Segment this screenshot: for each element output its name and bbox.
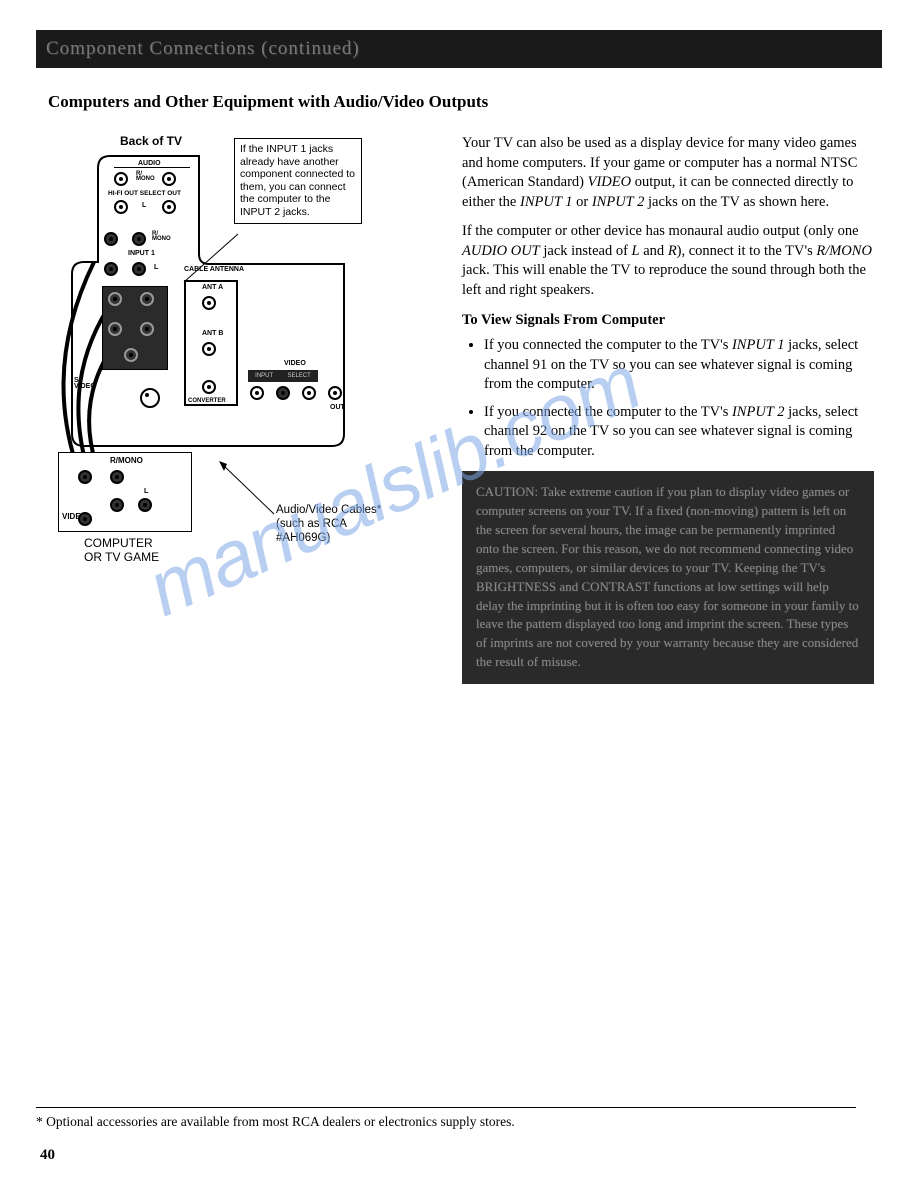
jack-hifi-r [114, 172, 128, 186]
label-select: SELECT [287, 373, 310, 379]
jack-in2-c [108, 322, 122, 336]
jack-sel [302, 386, 316, 400]
jack-comp-r2 [110, 470, 124, 484]
label-strip: INPUT SELECT [248, 370, 318, 382]
label-l: L [142, 202, 146, 209]
info-box: If the INPUT 1 jacks already have anothe… [234, 138, 362, 224]
p2-mid1: jack instead of [540, 243, 632, 259]
jack-anta [202, 296, 216, 310]
jack-comp-l2 [138, 498, 152, 512]
label-r-mono-s2: R/ MONO [152, 232, 171, 243]
jack-comp-l [110, 498, 124, 512]
jack-select-l [162, 200, 176, 214]
label-l2: L [154, 264, 158, 271]
jack-in2-a [108, 292, 122, 306]
header-title: Component Connections (continued) [46, 38, 360, 60]
content-row: Back of TV If the INPUT 1 jacks already … [36, 134, 882, 684]
p1-end: jacks on the TV as shown here. [644, 194, 829, 210]
jack-comp-r [78, 470, 92, 484]
jack-in1-l2 [132, 262, 146, 276]
jack-select-r [162, 172, 176, 186]
jack-in2-b [140, 292, 154, 306]
list-item: If you connected the computer to the TV'… [484, 403, 874, 462]
jack-in2-d [140, 322, 154, 336]
p1-em3: INPUT 2 [592, 194, 645, 210]
p1-em2: INPUT 1 [520, 194, 573, 210]
p2-em4: R/MONO [816, 243, 872, 259]
label-computer: COMPUTER OR TV GAME [84, 536, 159, 565]
diagram-column: Back of TV If the INPUT 1 jacks already … [44, 134, 434, 684]
label-antb: ANT B [202, 330, 223, 337]
label-input: INPUT [255, 373, 273, 379]
label-audio: AUDIO [138, 160, 161, 167]
jack-hifi-l [114, 200, 128, 214]
paragraph-2: If the computer or other device has mona… [462, 222, 874, 300]
label-rmono: R/MONO [110, 456, 143, 465]
section-title: Computers and Other Equipment with Audio… [36, 92, 882, 112]
cables-annotation: Audio/Video Cables* (such as RCA #AH069G… [276, 504, 381, 545]
connection-diagram: Back of TV If the INPUT 1 jacks already … [44, 134, 424, 594]
caution-text: CAUTION: Take extreme caution if you pla… [476, 484, 859, 669]
list-item: If you connected the computer to the TV'… [484, 336, 874, 395]
label-r-mono-s: R/ MONO [136, 172, 155, 183]
jack-comp-v [78, 512, 92, 526]
jack-out [328, 386, 342, 400]
jack-in2-e [124, 348, 138, 362]
label-cable-ant: CABLE ANTENNA [184, 266, 244, 273]
p2-em1: AUDIO OUT [462, 243, 540, 259]
label-input1: INPUT 1 [128, 250, 155, 257]
p2-pre: If the computer or other device has mona… [462, 223, 859, 239]
subheading: To View Signals From Computer [462, 311, 874, 331]
paragraph-1: Your TV can also be used as a display de… [462, 134, 874, 212]
label-hifi: HI-FI OUT SELECT OUT [108, 190, 181, 197]
p1-or: or [573, 194, 592, 210]
rule [114, 167, 190, 168]
li2-pre: If you connected the computer to the TV'… [484, 404, 732, 420]
p2-em3: R [668, 243, 677, 259]
label-converter: CONVERTER [188, 398, 226, 404]
p2-mid2: ), connect it to the TV's [677, 243, 817, 259]
p2-em2: L [632, 243, 640, 259]
jack-input [250, 386, 264, 400]
label-back-of-tv: Back of TV [120, 134, 182, 148]
text-column: Your TV can also be used as a display de… [462, 134, 874, 684]
li1-pre: If you connected the computer to the TV'… [484, 337, 732, 353]
page-number: 40 [40, 1147, 55, 1164]
label-video: VIDEO [284, 360, 306, 367]
jack-svideo [140, 388, 160, 408]
label-out: OUT [330, 404, 345, 411]
li2-em: INPUT 2 [732, 404, 785, 420]
p2-end: jack. This will enable the TV to reprodu… [462, 262, 866, 298]
instruction-list: If you connected the computer to the TV'… [462, 336, 874, 461]
caution-box: CAUTION: Take extreme caution if you pla… [462, 471, 874, 683]
li1-em: INPUT 1 [732, 337, 785, 353]
header-bar: Component Connections (continued) [36, 30, 882, 68]
p2-and: and [640, 243, 668, 259]
jack-vid [276, 386, 290, 400]
jack-in1-l1 [104, 262, 118, 276]
jack-in1-r2 [132, 232, 146, 246]
info-box-text: If the INPUT 1 jacks already have anothe… [240, 143, 355, 218]
jack-conv [202, 380, 216, 394]
jack-antb [202, 342, 216, 356]
label-svideo: S- VIDEO [74, 378, 96, 391]
jack-in1-r [104, 232, 118, 246]
footnote: * Optional accessories are available fro… [36, 1107, 856, 1130]
p1-em1: VIDEO [588, 174, 632, 190]
label-l-big: L [144, 488, 148, 495]
label-anta: ANT A [202, 284, 223, 291]
